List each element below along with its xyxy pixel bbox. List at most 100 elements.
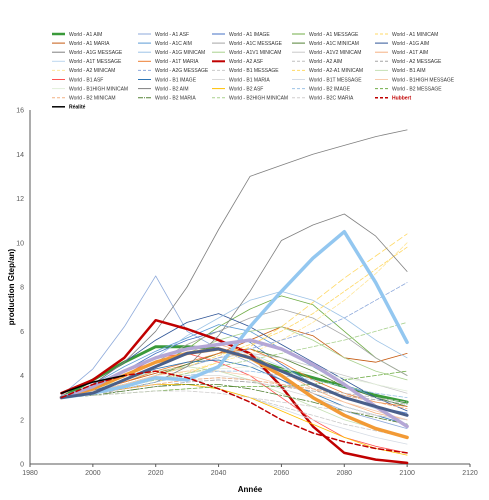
legend-item: World - A2-A1 MINICAM [292, 68, 363, 74]
legend-label: World - A2 ASF [229, 59, 263, 65]
legend-item: World - A2 MINICAM [52, 68, 115, 74]
y-tick-label: 10 [16, 240, 24, 247]
legend-label: World - B1 MESSAGE [229, 68, 279, 74]
y-tick-label: 6 [20, 329, 24, 336]
legend-item: World - A1T MARIA [138, 59, 199, 65]
legend-label: World - B2 IMAGE [309, 86, 351, 92]
legend-item: World - A1G AIM [375, 41, 429, 47]
legend-item: World - B1 MARIA [212, 77, 270, 83]
legend-label: World - A1G MINICAM [155, 50, 205, 56]
legend-label: World - A2 MESSAGE [392, 59, 442, 65]
legend-item: World - A1C MINICAM [292, 41, 359, 47]
y-tick-label: 4 [20, 373, 24, 380]
legend-item: Hubbert [375, 96, 412, 102]
legend-label: World - A2-A1 MINICAM [309, 68, 363, 74]
y-tick-label: 16 [16, 108, 24, 115]
legend-item: World - A1G MESSAGE [52, 50, 123, 56]
legend-label: World - B2 AIM [155, 86, 189, 92]
y-tick-label: 14 [16, 152, 24, 159]
legend-label: World - B1 ASF [69, 77, 103, 83]
legend-item: World - A1V2 MINICAM [292, 50, 361, 56]
legend-label: World - A1T AIM [392, 50, 428, 56]
legend-label: World - B2 MARIA [155, 96, 196, 102]
legend-label: World - A1 MINICAM [392, 32, 438, 38]
legend-item: World - A1T MESSAGE [52, 59, 122, 65]
legend-label: World - A2G MESSAGE [155, 68, 209, 74]
legend-item: World - A1T AIM [375, 50, 428, 56]
legend-label: World - B2 MINICAM [69, 96, 116, 102]
y-tick-label: 2 [20, 417, 24, 424]
legend-label: Hubbert [392, 96, 412, 102]
x-tick-label: 2000 [85, 470, 101, 477]
legend-label: World - A1 AIM [69, 32, 102, 38]
legend-item: World - B2C MARIA [292, 96, 354, 102]
legend-item: World - B1 MESSAGE [212, 68, 279, 74]
legend-item: World - B1 AIM [375, 68, 426, 74]
series-line [61, 390, 408, 421]
legend-label: World - B2HIGH MINICAM [229, 96, 288, 102]
legend-label: World - A1 MARIA [69, 41, 110, 47]
legend-item: World - A2 ASF [212, 59, 263, 65]
y-axis-title: production Gtep/an) [7, 248, 16, 325]
x-tick-label: 2060 [274, 470, 290, 477]
series-line [61, 129, 408, 399]
legend-label: World - B1 MARIA [229, 77, 270, 83]
series-line [61, 377, 408, 410]
legend-label: World - A1V2 MINICAM [309, 50, 361, 56]
legend-label: World - B2 MESSAGE [392, 86, 442, 92]
legend-label: Réalité [69, 105, 86, 111]
legend: World - A1 AIM World - A1 ASF World - A1 I… [52, 32, 455, 111]
series-line [59, 347, 409, 417]
legend-label: World - B1T MESSAGE [309, 77, 362, 83]
legend-item: World - A2G MESSAGE [138, 68, 209, 74]
legend-label: World - A1 ASF [155, 32, 189, 38]
legend-label: World - A1T MESSAGE [69, 59, 122, 65]
legend-label: World - B1 AIM [392, 68, 426, 74]
legend-label: World - A1C MESSAGE [229, 41, 283, 47]
legend-item: World - B2 IMAGE [292, 86, 351, 92]
x-tick-label: 2100 [399, 470, 415, 477]
legend-label: World - A2 AIM [309, 59, 342, 65]
legend-item: World - B2 MESSAGE [375, 86, 442, 92]
legend-item: World - B1 IMAGE [138, 77, 197, 83]
legend-item: World - A2 AIM [292, 59, 342, 65]
legend-item: World - A1C MESSAGE [212, 41, 283, 47]
y-tick-label: 12 [16, 196, 24, 203]
legend-label: World - A1V1 MINICAM [229, 50, 281, 56]
series-line [60, 374, 126, 394]
y-tick-label: 0 [20, 462, 24, 469]
legend-label: World - B1 IMAGE [155, 77, 197, 83]
legend-label: World - A2 MINICAM [69, 68, 115, 74]
series-line [61, 321, 408, 399]
legend-label: World - A1 IMAGE [229, 32, 270, 38]
legend-item: World - A1 MESSAGE [292, 32, 359, 38]
legend-item: World - B2HIGH MINICAM [212, 96, 288, 102]
legend-label: World - B1HIGH MINICAM [69, 86, 128, 92]
x-tick-label: 2020 [148, 470, 164, 477]
legend-item: World - A2 MESSAGE [375, 59, 442, 65]
legend-item: World - A1 ASF [138, 32, 189, 38]
legend-item: World - B2 ASF [212, 86, 263, 92]
x-axis-title: Année [238, 485, 263, 494]
series-line [61, 370, 408, 421]
legend-item: World - B1HIGH MINICAM [52, 86, 128, 92]
legend-label: World - A1 MESSAGE [309, 32, 359, 38]
series-line [59, 229, 409, 400]
y-tick-label: 8 [20, 285, 24, 292]
legend-item: World - A1C AIM [138, 41, 192, 47]
legend-item: World - B1T MESSAGE [292, 77, 362, 83]
legend-item: World - A1 MARIA [52, 41, 110, 47]
legend-label: World - A1C MINICAM [309, 41, 359, 47]
legend-item: World - A1G MINICAM [138, 50, 205, 56]
legend-label: World - B2 ASF [229, 86, 263, 92]
legend-label: World - A1G AIM [392, 41, 429, 47]
legend-label: World - B1HIGH MESSAGE [392, 77, 455, 83]
series-line [59, 338, 409, 429]
legend-item: World - B2 AIM [138, 86, 189, 92]
x-tick-label: 2120 [462, 470, 478, 477]
legend-label: World - B2C MARIA [309, 96, 354, 102]
legend-item: World - A1 IMAGE [212, 32, 270, 38]
legend-item: World - B1 ASF [52, 77, 103, 83]
